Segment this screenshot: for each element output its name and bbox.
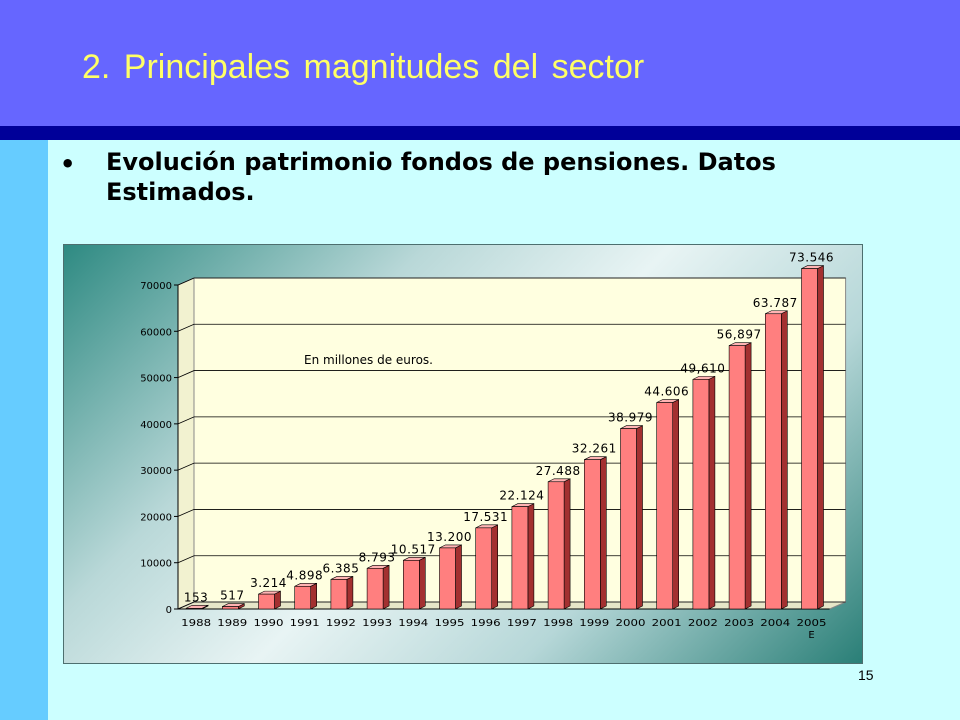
bar	[258, 593, 275, 610]
y-tick-label: 30000	[140, 466, 172, 477]
gridline	[177, 370, 846, 378]
x-tick-label: 1994	[398, 618, 428, 629]
x-tick-label: 2005	[797, 618, 827, 629]
x-tick-label: 2004	[760, 618, 790, 629]
bar-side	[817, 265, 824, 610]
bullet-dot: •	[60, 150, 76, 178]
bar	[656, 402, 674, 610]
bar-side	[744, 342, 752, 610]
y-tick-label: 10000	[140, 559, 172, 570]
x-tick-label: 2001	[652, 618, 682, 629]
x-tick-label: 1996	[471, 618, 501, 629]
bar	[692, 379, 710, 610]
data-label: 153	[184, 590, 208, 604]
header-bar	[0, 0, 960, 128]
data-label: 56,897	[717, 328, 762, 342]
x-tick-label: 1992	[326, 618, 356, 629]
y-tick-label: 0	[166, 605, 172, 616]
data-label: 17.531	[463, 510, 508, 524]
x-tick-sublabel: E	[808, 630, 814, 641]
data-label: 517	[220, 589, 244, 603]
x-tick-label: 1999	[579, 618, 609, 629]
bar	[511, 506, 529, 610]
x-tick-label: 2002	[688, 618, 718, 629]
bar	[728, 345, 746, 610]
bar	[583, 459, 601, 610]
gridline	[177, 323, 846, 332]
bar-side	[708, 375, 716, 610]
data-label: 10.517	[391, 542, 436, 556]
bar-side	[780, 310, 788, 610]
x-tick-label: 1990	[254, 618, 284, 629]
data-label: 38.979	[608, 411, 653, 425]
y-tick-label: 60000	[140, 327, 172, 338]
x-tick-label: 2000	[616, 618, 646, 629]
x-tick-label: 1988	[181, 618, 211, 629]
data-label: 22.124	[499, 489, 544, 503]
bar-side	[599, 456, 607, 610]
gridline	[177, 277, 846, 286]
bullet-text: Evolución patrimonio fondos de pensiones…	[106, 148, 776, 206]
bar-side	[418, 556, 426, 610]
bar	[330, 579, 348, 610]
x-tick-label: 1998	[543, 618, 573, 629]
bar	[801, 268, 818, 610]
x-tick-label: 1993	[362, 618, 392, 629]
bar	[294, 586, 311, 610]
bar-side	[527, 503, 535, 610]
bar-chart: 0 10000 20000 30000 40000 50000 60000 70000 En m…	[140, 251, 847, 641]
header-band	[0, 126, 960, 140]
data-label: 6.385	[322, 561, 359, 575]
bar	[185, 607, 203, 610]
chart-annotation: En millones de euros.	[304, 353, 433, 367]
data-label: 8.793	[359, 550, 396, 564]
slide-title: 2. Principales magnitudes del sector	[82, 48, 645, 86]
bar	[764, 313, 782, 610]
bar-side	[563, 478, 571, 610]
bar-side	[672, 399, 680, 610]
bar	[475, 527, 493, 610]
bar-side	[310, 582, 317, 610]
data-label: 13.200	[427, 530, 472, 544]
data-label: 3.214	[250, 576, 287, 590]
bar	[366, 568, 384, 610]
data-label: 32.261	[572, 442, 617, 456]
bar-side	[636, 425, 643, 610]
bar	[402, 560, 420, 610]
bar-side	[346, 575, 354, 610]
data-label: 73.546	[789, 251, 834, 265]
data-label: 49,610	[680, 361, 725, 375]
left-sidebar-bar	[0, 140, 48, 720]
data-label: 44.606	[644, 385, 689, 399]
data-label: 27.488	[536, 464, 581, 478]
page-number: 15	[858, 667, 874, 683]
y-tick-label: 20000	[140, 512, 172, 523]
y-tick-label: 40000	[140, 420, 172, 431]
bar	[439, 547, 456, 610]
x-tick-label: 1989	[217, 618, 247, 629]
bar-side	[491, 524, 499, 610]
x-tick-label: 1995	[435, 618, 465, 629]
x-tick-label: 1991	[290, 618, 320, 629]
y-tick-label: 50000	[140, 374, 172, 385]
y-tick-label: 70000	[140, 281, 172, 292]
bar	[620, 428, 637, 610]
chart-frame: 0 10000 20000 30000 40000 50000 60000 70000 En m…	[63, 244, 863, 664]
bar	[547, 481, 565, 610]
bar	[222, 606, 239, 610]
x-tick-label: 1997	[507, 618, 537, 629]
data-label: 4.898	[286, 568, 323, 582]
data-label: 63.787	[753, 296, 798, 310]
bar-side	[455, 544, 462, 610]
bar-side	[382, 564, 390, 610]
x-tick-label: 2003	[724, 618, 754, 629]
gridline	[177, 416, 846, 425]
